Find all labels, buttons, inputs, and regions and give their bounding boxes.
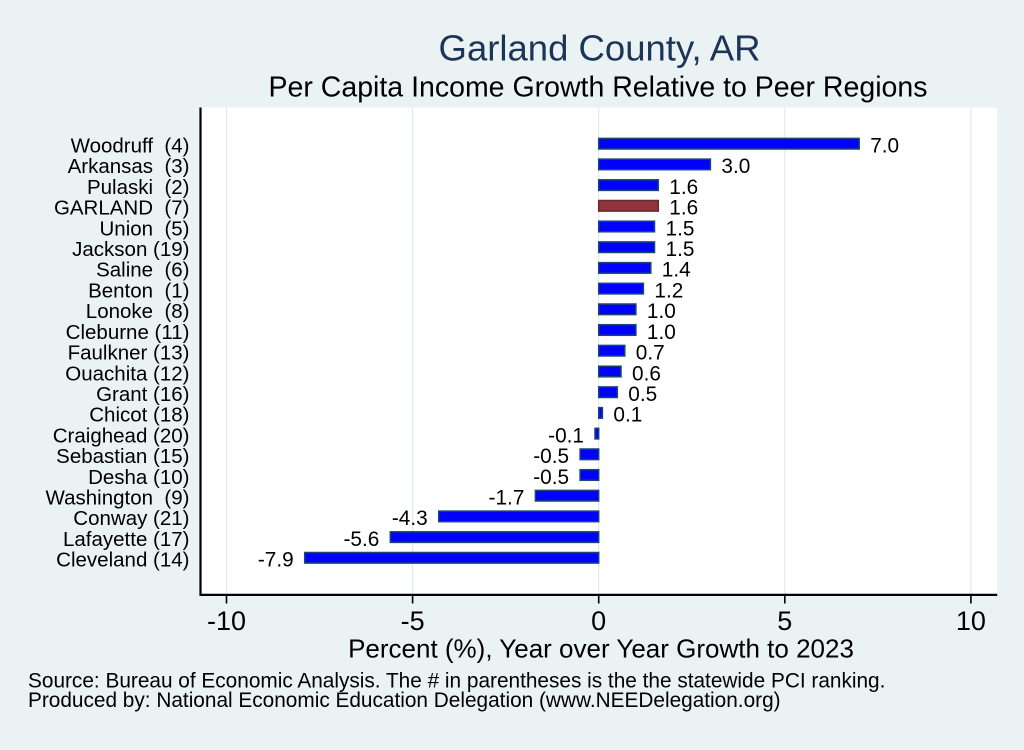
svg-text:1.4: 1.4	[662, 259, 691, 282]
svg-text:Jackson (19): Jackson (19)	[72, 238, 189, 261]
svg-text:Cleveland (14): Cleveland (14)	[56, 549, 189, 572]
svg-text:Source: Bureau of Economic Ana: Source: Bureau of Economic Analysis. The…	[28, 670, 885, 693]
svg-text:0: 0	[591, 606, 606, 636]
svg-text:Lafayette (17): Lafayette (17)	[63, 528, 190, 551]
svg-text:1.5: 1.5	[666, 238, 695, 261]
svg-text:-0.5: -0.5	[533, 466, 569, 489]
svg-text:Percent (%), Year over Year Gr: Percent (%), Year over Year Growth to 20…	[348, 633, 854, 663]
svg-text:Ouachita (12): Ouachita (12)	[65, 362, 189, 385]
svg-text:7.0: 7.0	[870, 135, 899, 158]
svg-text:Conway (21): Conway (21)	[73, 507, 189, 530]
svg-text:Union (5): Union (5)	[99, 217, 189, 240]
svg-text:Woodruff (4): Woodruff (4)	[71, 135, 190, 158]
svg-text:Saline (6): Saline (6)	[96, 259, 189, 282]
svg-text:Cleburne (11): Cleburne (11)	[66, 321, 190, 344]
svg-text:Faulkner (13): Faulkner (13)	[68, 342, 190, 365]
svg-text:1.5: 1.5	[666, 217, 695, 240]
svg-text:Chicot (18): Chicot (18)	[89, 404, 189, 427]
svg-text:1.6: 1.6	[669, 176, 698, 199]
svg-text:10: 10	[956, 606, 986, 636]
svg-text:1.6: 1.6	[669, 197, 698, 220]
svg-text:0.6: 0.6	[632, 362, 661, 385]
svg-text:3.0: 3.0	[721, 155, 750, 178]
svg-text:-1.7: -1.7	[489, 487, 525, 510]
svg-text:Benton (1): Benton (1)	[88, 279, 189, 302]
svg-text:0.1: 0.1	[613, 404, 642, 427]
svg-text:Washington (9): Washington (9)	[46, 487, 190, 510]
svg-text:1.0: 1.0	[647, 300, 676, 323]
svg-text:-5.6: -5.6	[343, 528, 379, 551]
svg-text:Craighead (20): Craighead (20)	[53, 424, 190, 447]
svg-text:Per Capita Income Growth Relat: Per Capita Income Growth Relative to Pee…	[269, 72, 928, 104]
svg-text:-0.5: -0.5	[533, 445, 569, 468]
svg-text:-4.3: -4.3	[392, 507, 428, 530]
svg-text:Lonoke (8): Lonoke (8)	[86, 300, 190, 323]
svg-text:0.5: 0.5	[628, 383, 657, 406]
svg-text:Garland County, AR: Garland County, AR	[439, 28, 761, 69]
svg-text:-5: -5	[401, 606, 425, 636]
svg-text:GARLAND (7): GARLAND (7)	[54, 197, 190, 220]
svg-text:-10: -10	[207, 606, 246, 636]
svg-text:Sebastian (15): Sebastian (15)	[56, 445, 189, 468]
svg-text:Pulaski (2): Pulaski (2)	[87, 176, 190, 199]
svg-text:Arkansas (3): Arkansas (3)	[68, 155, 190, 178]
svg-text:Desha (10): Desha (10)	[88, 466, 189, 489]
svg-text:-0.1: -0.1	[548, 424, 584, 447]
svg-text:1.0: 1.0	[647, 321, 676, 344]
svg-text:Produced by: National Economic: Produced by: National Economic Education…	[28, 689, 781, 712]
svg-text:5: 5	[777, 606, 792, 636]
svg-text:Grant (16): Grant (16)	[96, 383, 189, 406]
svg-text:0.7: 0.7	[636, 342, 665, 365]
svg-text:-7.9: -7.9	[258, 549, 294, 572]
svg-text:1.2: 1.2	[654, 279, 683, 302]
